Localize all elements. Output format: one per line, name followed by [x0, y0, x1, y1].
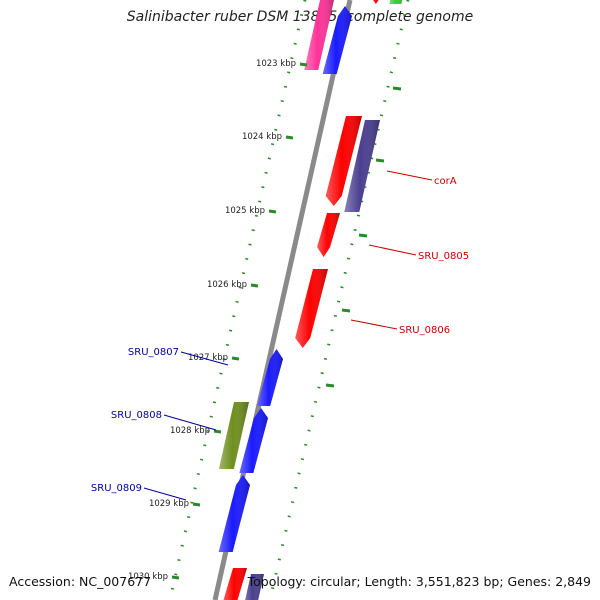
gene-leader-line: [368, 244, 417, 256]
gene-label[interactable]: SRU_0809: [91, 483, 142, 494]
tick-label: 1029 kbp: [149, 499, 189, 509]
tick-label: 1024 kbp: [242, 132, 282, 142]
tick-mark: [299, 62, 308, 67]
inner-ring: [268, 0, 410, 600]
gene-red-bottom-shade: [223, 568, 247, 600]
gene-sru0806-shade: [295, 269, 328, 348]
gene-leader-line: [163, 414, 217, 431]
tick-mark: [250, 283, 259, 288]
tick-label: 1023 kbp: [256, 59, 296, 69]
gene-features: [218, 0, 403, 600]
tick-mark: [285, 135, 294, 140]
tick-label: 1030 kbp: [128, 572, 168, 582]
gene-navy-bottom-shade: [245, 574, 264, 600]
gene-blue-2-shade: [239, 408, 268, 473]
gene-cora-shade: [344, 120, 380, 212]
major-tick: [341, 308, 351, 313]
gene-label[interactable]: SRU_0805: [418, 251, 469, 262]
gene-leader-line: [180, 351, 229, 366]
gene-label[interactable]: corA: [434, 176, 457, 187]
tick-label: 1028 kbp: [170, 426, 210, 436]
tick-label: 1025 kbp: [225, 206, 265, 216]
tick-rings: [168, 0, 410, 600]
tick-mark: [171, 575, 180, 580]
tick-mark: [192, 502, 201, 507]
gene-leader-line: [350, 319, 398, 330]
gene-label[interactable]: SRU_0807: [128, 347, 179, 358]
tick-labels: 1023 kbp 1024 kbp 1025 kbp 1026 kbp 1027 kbp…: [128, 59, 308, 582]
gene-sru0808-shade: [218, 402, 249, 469]
gene-red-top-shade: [373, 0, 379, 4]
tick-label: 1026 kbp: [207, 280, 247, 290]
gene-leader-line: [143, 487, 187, 501]
tick-mark: [231, 356, 240, 361]
tick-mark: [213, 429, 222, 434]
gene-red-1-shade: [325, 116, 362, 206]
tick-mark: [268, 209, 277, 214]
gene-label[interactable]: SRU_0806: [399, 325, 450, 336]
map-title: Salinibacter ruber DSM 13855, complete g…: [126, 9, 474, 25]
gene-sru0809-shade: [218, 475, 250, 552]
major-tick: [375, 158, 385, 163]
gene-blue-top-shade: [322, 6, 352, 74]
gene-label[interactable]: SRU_0808: [111, 410, 162, 421]
major-tick: [392, 86, 402, 91]
gene-pink-top-shade: [304, 0, 334, 70]
major-tick: [358, 233, 368, 238]
gene-labels: corA SRU_0805 SRU_0806 SRU_0807 SRU_0808 SRU_…: [91, 170, 469, 501]
gene-leader-line: [386, 170, 433, 181]
accession-text: Accession: NC_007677: [9, 574, 152, 589]
gene-sru0807-shade: [257, 349, 283, 406]
major-tick: [325, 383, 335, 388]
gene-sru0805-shade: [317, 213, 340, 257]
genome-info-text: Topology: circular; Length: 3,551,823 bp…: [247, 574, 591, 589]
tick-label: 1027 kbp: [188, 353, 228, 363]
gene-green-top-shade: [389, 0, 403, 4]
